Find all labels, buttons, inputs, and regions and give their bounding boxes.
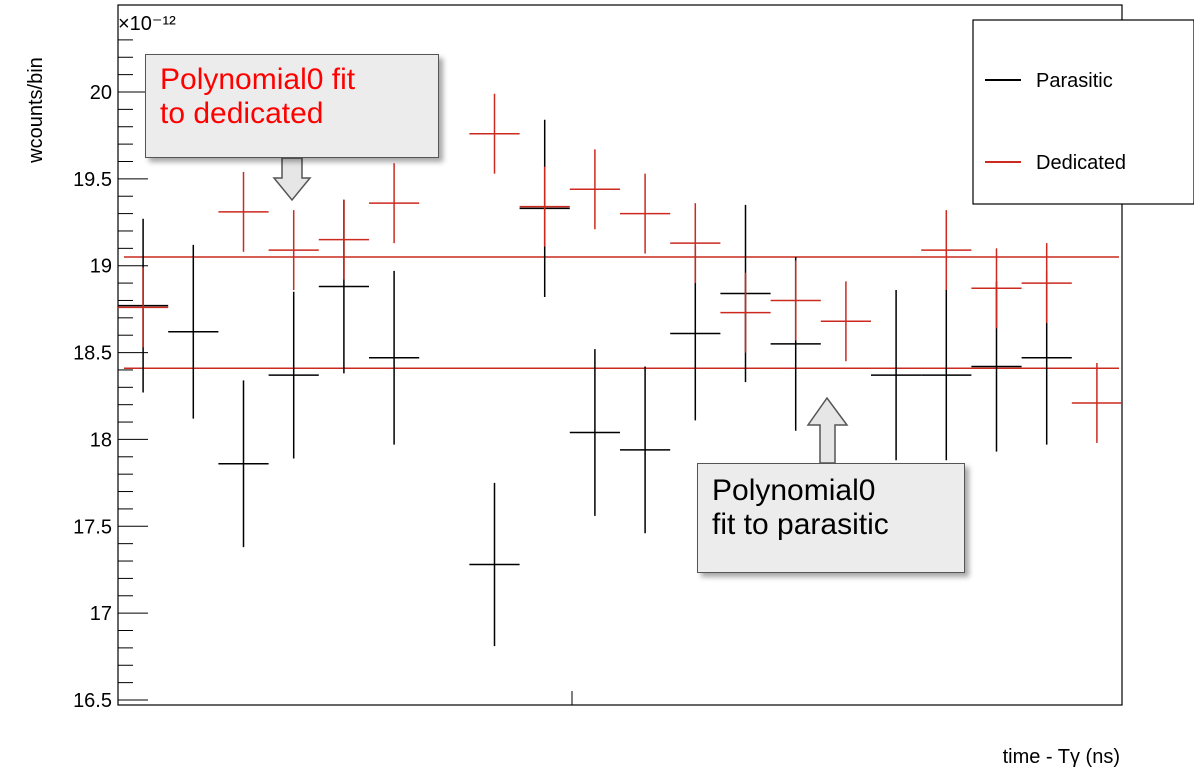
dedicated-point [268, 210, 319, 291]
parasitic-point [469, 482, 520, 647]
dedicated-point [770, 260, 821, 341]
dedicated-point [971, 248, 1022, 329]
parasitic-point [268, 291, 319, 459]
y-axis-label: wcounts/bin [25, 57, 47, 164]
annotation-parasitic-fit: Polynomial0 fit to parasitic [697, 463, 965, 573]
parasitic-point [921, 290, 972, 461]
dedicated-point [469, 93, 520, 174]
annotation-dedicated-fit: Polynomial0 fit to dedicated [145, 54, 439, 158]
y-tick-label: 20 [90, 82, 112, 104]
y-tick-label: 19 [90, 256, 112, 278]
y-tick-label: 17 [90, 603, 112, 625]
dedicated-point [670, 203, 721, 284]
dedicated-point [720, 272, 771, 353]
fit-lines [124, 256, 1119, 369]
dedicated-point [921, 210, 972, 291]
legend-frame [972, 19, 1194, 205]
annotation-arrows [272, 157, 849, 464]
parasitic-point [369, 270, 420, 445]
y-tick-label: 16.5 [73, 690, 112, 712]
y-tick-label: 17.5 [73, 516, 112, 538]
parasitic-point [620, 366, 671, 534]
parasitic-point [871, 290, 922, 461]
dedicated-point [118, 267, 169, 348]
dedicated-point [218, 171, 269, 252]
annotation-dedicated-line-1: Polynomial0 fit [160, 63, 356, 96]
arrow-down-icon [272, 157, 312, 202]
parasitic-point [168, 244, 219, 419]
parasitic-point [569, 349, 620, 516]
dedicated-point [318, 199, 369, 280]
y-tick-label: 18 [90, 429, 112, 451]
x-axis-label: time - Tγ (ns) [1003, 746, 1120, 768]
annotation-dedicated-line-2: to dedicated [160, 97, 324, 130]
dedicated-point [620, 173, 671, 254]
legend-label-parasitic: Parasitic [1036, 70, 1113, 92]
plot-frame [117, 4, 1123, 706]
arrow-up-icon [806, 396, 849, 464]
dedicated-point [519, 166, 570, 247]
parasitic-point [218, 380, 269, 548]
annotation-parasitic-line-1: Polynomial0 [712, 474, 876, 507]
dedicated-point [569, 149, 620, 230]
y-tick-label: 18.5 [73, 343, 112, 365]
dedicated-point [1021, 243, 1072, 324]
y-axis-exponent: ×10⁻¹² [118, 13, 176, 35]
legend-label-dedicated: Dedicated [1036, 152, 1126, 174]
dedicated-point [369, 163, 420, 244]
y-tick-label: 19.5 [73, 169, 112, 191]
axes: 16.5 17 17.5 18 18.5 19 19.5 20 [73, 4, 1123, 712]
data-series [118, 93, 1122, 647]
dedicated-point [820, 281, 871, 362]
dedicated-point [1071, 362, 1122, 443]
annotation-parasitic-line-2: fit to parasitic [712, 508, 889, 541]
axis-labels: ×10⁻¹² wcounts/bin time - Tγ (ns) [25, 13, 1120, 768]
legend: Parasitic Dedicated [972, 19, 1194, 205]
